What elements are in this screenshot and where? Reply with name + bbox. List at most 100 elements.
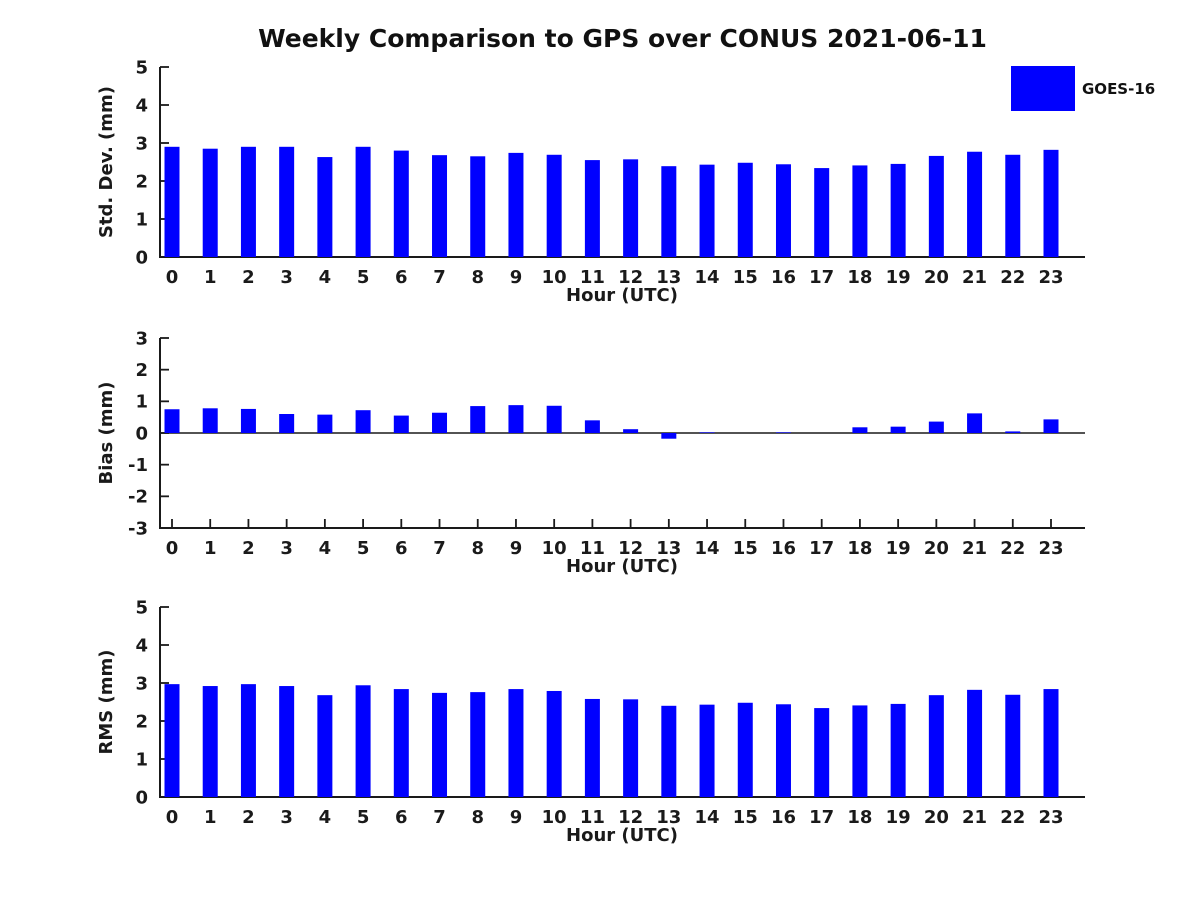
bar-hour-16 (775, 432, 791, 433)
x-tick-label: 1 (204, 267, 217, 288)
bar-hour-20 (928, 421, 944, 433)
x-tick-label: 0 (166, 538, 179, 559)
y-tick-label: 5 (135, 597, 148, 618)
bar-hour-2 (240, 684, 256, 797)
x-tick-label: 13 (656, 267, 681, 288)
x-tick-label: 15 (733, 807, 758, 828)
x-tick-label: 10 (542, 267, 567, 288)
bar-hour-13 (661, 166, 677, 257)
y-tick-label: 2 (135, 711, 148, 732)
x-tick-label: 21 (962, 538, 987, 559)
x-tick-label: 15 (733, 267, 758, 288)
bar-hour-6 (393, 150, 409, 257)
bar-hour-3 (279, 146, 295, 257)
y-tick-label: 3 (135, 133, 148, 154)
bar-hour-8 (470, 692, 486, 797)
bar-hour-21 (967, 413, 983, 433)
x-tick-label: 22 (1000, 538, 1025, 559)
y-tick-label: 0 (135, 423, 148, 444)
y-tick-label: 1 (135, 209, 148, 230)
x-tick-label: 0 (166, 267, 179, 288)
bar-hour-14 (699, 432, 715, 433)
x-tick-label: 21 (962, 267, 987, 288)
x-tick-label: 11 (580, 807, 605, 828)
bar-hour-9 (508, 405, 524, 433)
x-tick-label: 12 (618, 267, 643, 288)
x-tick-label: 7 (433, 538, 446, 559)
bar-hour-6 (393, 689, 409, 797)
bar-hour-10 (546, 405, 562, 433)
x-tick-label: 12 (618, 807, 643, 828)
legend-label-goes16: GOES-16 (1082, 79, 1156, 98)
bar-hour-9 (508, 689, 524, 797)
bar-hour-19 (890, 703, 906, 797)
x-tick-label: 16 (771, 267, 796, 288)
legend: GOES-16 (1011, 66, 1155, 111)
x-tick-label: 19 (886, 538, 911, 559)
bar-hour-17 (814, 708, 830, 797)
x-tick-label: 21 (962, 807, 987, 828)
bar-hour-13 (661, 433, 677, 439)
x-tick-label: 20 (924, 538, 949, 559)
x-tick-label: 23 (1038, 807, 1063, 828)
x-tick-label: 17 (809, 538, 834, 559)
x-tick-label: 18 (847, 538, 872, 559)
x-tick-label: 17 (809, 267, 834, 288)
x-axis-label: Hour (UTC) (566, 825, 678, 845)
x-tick-label: 1 (204, 807, 217, 828)
y-tick-label: -1 (128, 455, 148, 476)
bar-hour-0 (164, 409, 180, 433)
x-tick-label: 23 (1038, 538, 1063, 559)
x-tick-label: 5 (357, 807, 370, 828)
bar-hour-12 (623, 159, 639, 257)
bar-hour-22 (1005, 154, 1021, 257)
bar-hour-12 (623, 699, 639, 797)
bar-hour-11 (584, 420, 600, 433)
bar-hour-4 (317, 157, 333, 257)
bar-hour-22 (1005, 431, 1021, 433)
bar-hour-23 (1043, 149, 1059, 257)
x-tick-label: 6 (395, 267, 408, 288)
x-tick-label: 19 (886, 807, 911, 828)
y-tick-label: 2 (135, 360, 148, 381)
y-tick-label: -2 (128, 487, 148, 508)
x-tick-label: 3 (280, 267, 293, 288)
bar-hour-10 (546, 690, 562, 797)
x-tick-label: 20 (924, 807, 949, 828)
y-tick-label: 1 (135, 749, 148, 770)
x-tick-label: 14 (695, 807, 720, 828)
bar-hour-7 (432, 692, 448, 797)
x-tick-label: 8 (471, 807, 484, 828)
x-tick-label: 8 (471, 538, 484, 559)
bar-hour-7 (432, 412, 448, 433)
x-tick-label: 11 (580, 267, 605, 288)
x-tick-label: 22 (1000, 267, 1025, 288)
bar-hour-15 (737, 702, 753, 797)
x-tick-label: 15 (733, 538, 758, 559)
y-tick-label: -3 (128, 518, 148, 539)
x-tick-label: 19 (886, 267, 911, 288)
figure-title: Weekly Comparison to GPS over CONUS 2021… (258, 24, 987, 53)
bar-hour-2 (240, 408, 256, 433)
x-tick-label: 16 (771, 807, 796, 828)
x-tick-label: 12 (618, 538, 643, 559)
bar-hour-17 (814, 168, 830, 257)
y-tick-label: 3 (135, 328, 148, 349)
x-tick-label: 11 (580, 538, 605, 559)
y-axis-label: Std. Dev. (mm) (96, 86, 117, 238)
bar-hour-4 (317, 695, 333, 797)
x-tick-label: 14 (695, 267, 720, 288)
y-tick-label: 5 (135, 57, 148, 78)
bar-hour-7 (432, 155, 448, 257)
x-tick-label: 16 (771, 538, 796, 559)
bar-hour-3 (279, 686, 295, 797)
bar-hour-9 (508, 152, 524, 257)
bar-hour-11 (584, 698, 600, 797)
bar-hour-18 (852, 427, 868, 433)
bar-hour-5 (355, 146, 371, 257)
